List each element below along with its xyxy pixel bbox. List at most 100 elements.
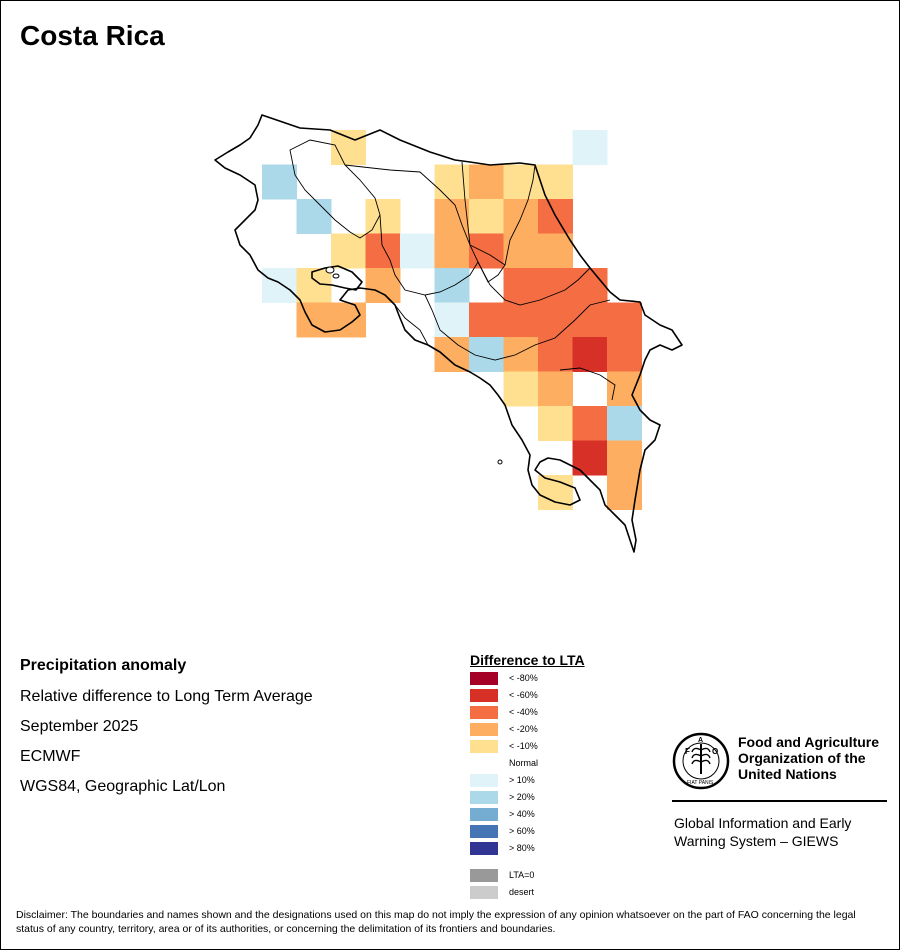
grid-cell bbox=[365, 233, 401, 269]
anomaly-grid bbox=[262, 130, 642, 510]
giews-name: Global Information and Early Warning Sys… bbox=[674, 814, 851, 850]
fao-org-line-2: Organization of the bbox=[738, 750, 866, 766]
grid-cell bbox=[296, 199, 332, 234]
grid-cell bbox=[365, 268, 401, 303]
grid-cell bbox=[365, 199, 401, 234]
grid-cell bbox=[572, 130, 608, 165]
legend-swatch bbox=[470, 886, 498, 899]
province-puntarenas bbox=[394, 304, 429, 346]
info-line-1: Relative difference to Long Term Average bbox=[20, 688, 313, 705]
grid-cell bbox=[434, 199, 470, 234]
legend-swatch bbox=[470, 774, 498, 787]
fao-org-line-1: Food and Agriculture bbox=[738, 734, 880, 750]
grid-cell bbox=[434, 337, 470, 372]
grid-cell bbox=[503, 164, 539, 200]
grid-cell bbox=[538, 406, 573, 441]
grid-cell bbox=[469, 302, 504, 338]
grid-cell bbox=[607, 302, 642, 338]
disclaimer: Disclaimer: The boundaries and names sho… bbox=[16, 909, 856, 935]
grid-cell bbox=[503, 337, 539, 372]
legend-label: > 80% bbox=[509, 843, 535, 853]
grid-cell bbox=[469, 199, 504, 234]
grid-cell bbox=[434, 302, 470, 338]
info-heading: Precipitation anomaly bbox=[20, 657, 187, 674]
grid-cell bbox=[572, 337, 608, 372]
giews-line-2: Warning System – GIEWS bbox=[674, 833, 839, 849]
legend-title: Difference to LTA bbox=[470, 652, 585, 668]
divider bbox=[672, 800, 887, 802]
grid-cell bbox=[262, 164, 297, 200]
legend-swatch bbox=[470, 825, 498, 838]
legend-swatch bbox=[470, 791, 498, 804]
info-line-2: September 2025 bbox=[20, 718, 139, 735]
legend-label: < -80% bbox=[509, 673, 538, 683]
grid-cell bbox=[400, 233, 435, 269]
fao-organization-name: Food and Agriculture Organization of the… bbox=[738, 734, 879, 782]
province-cartago bbox=[477, 261, 591, 306]
grid-cell bbox=[607, 371, 642, 407]
grid-cell bbox=[262, 268, 297, 303]
province-limon bbox=[504, 164, 536, 266]
grid-cell bbox=[572, 268, 608, 303]
fao-logo-a: A bbox=[698, 737, 703, 744]
grid-cell bbox=[538, 268, 573, 303]
legend-label: > 40% bbox=[509, 809, 535, 819]
province-boundaries bbox=[289, 139, 616, 401]
legend-label: < -60% bbox=[509, 690, 538, 700]
nicoya-gulf bbox=[311, 265, 363, 291]
province-heredia bbox=[461, 161, 506, 283]
legend-label: > 60% bbox=[509, 826, 535, 836]
grid-cell bbox=[503, 371, 539, 407]
legend-swatch bbox=[470, 869, 498, 882]
legend-label: < -20% bbox=[509, 724, 538, 734]
legend-swatch bbox=[470, 689, 498, 702]
province-guanacaste bbox=[289, 139, 381, 239]
province-inner bbox=[559, 367, 616, 401]
legend-label: > 10% bbox=[509, 775, 535, 785]
fao-logo-o: O bbox=[712, 747, 718, 756]
islands bbox=[325, 266, 503, 465]
legend-swatch bbox=[470, 808, 498, 821]
grid-cell bbox=[572, 406, 608, 441]
legend-swatch bbox=[470, 842, 498, 855]
grid-cell bbox=[469, 233, 504, 269]
grid-cell bbox=[331, 130, 366, 165]
fao-logo: F O A FIAT PANIS bbox=[672, 732, 730, 790]
grid-cell bbox=[434, 268, 470, 303]
info-line-4: WGS84, Geographic Lat/Lon bbox=[20, 778, 226, 795]
grid-cell bbox=[469, 164, 504, 200]
province-alajuela bbox=[344, 164, 479, 296]
grid-cell bbox=[434, 233, 470, 269]
grid-cell bbox=[607, 337, 642, 372]
grid-cell bbox=[538, 164, 573, 200]
grid-cell bbox=[503, 302, 539, 338]
grid-cell bbox=[538, 337, 573, 372]
island-3 bbox=[497, 459, 503, 465]
grid-cell bbox=[538, 233, 573, 269]
giews-line-1: Global Information and Early bbox=[674, 815, 852, 831]
legend-label: < -40% bbox=[509, 707, 538, 717]
legend-swatch bbox=[470, 723, 498, 736]
country-outline bbox=[214, 114, 683, 553]
legend-label: > 20% bbox=[509, 792, 535, 802]
legend-label: desert bbox=[509, 887, 535, 897]
island-1 bbox=[325, 266, 335, 274]
grid-cell bbox=[503, 233, 539, 269]
legend-swatch bbox=[470, 706, 498, 719]
grid-cell bbox=[331, 302, 366, 338]
grid-cell bbox=[331, 233, 366, 269]
grid-cell bbox=[296, 268, 332, 303]
grid-cell bbox=[572, 440, 608, 476]
map-title: Costa Rica bbox=[20, 20, 165, 51]
coastline bbox=[214, 114, 683, 553]
grid-cell bbox=[607, 406, 642, 441]
fao-seal-text: FIAT PANIS bbox=[687, 780, 714, 786]
legend-swatch bbox=[470, 757, 498, 770]
legend-swatch bbox=[470, 672, 498, 685]
grid-cell bbox=[572, 302, 608, 338]
fao-logo-f: F bbox=[685, 747, 690, 756]
info-line-3: ECMWF bbox=[20, 748, 81, 765]
island-2 bbox=[332, 273, 340, 279]
grid-cell bbox=[538, 371, 573, 407]
